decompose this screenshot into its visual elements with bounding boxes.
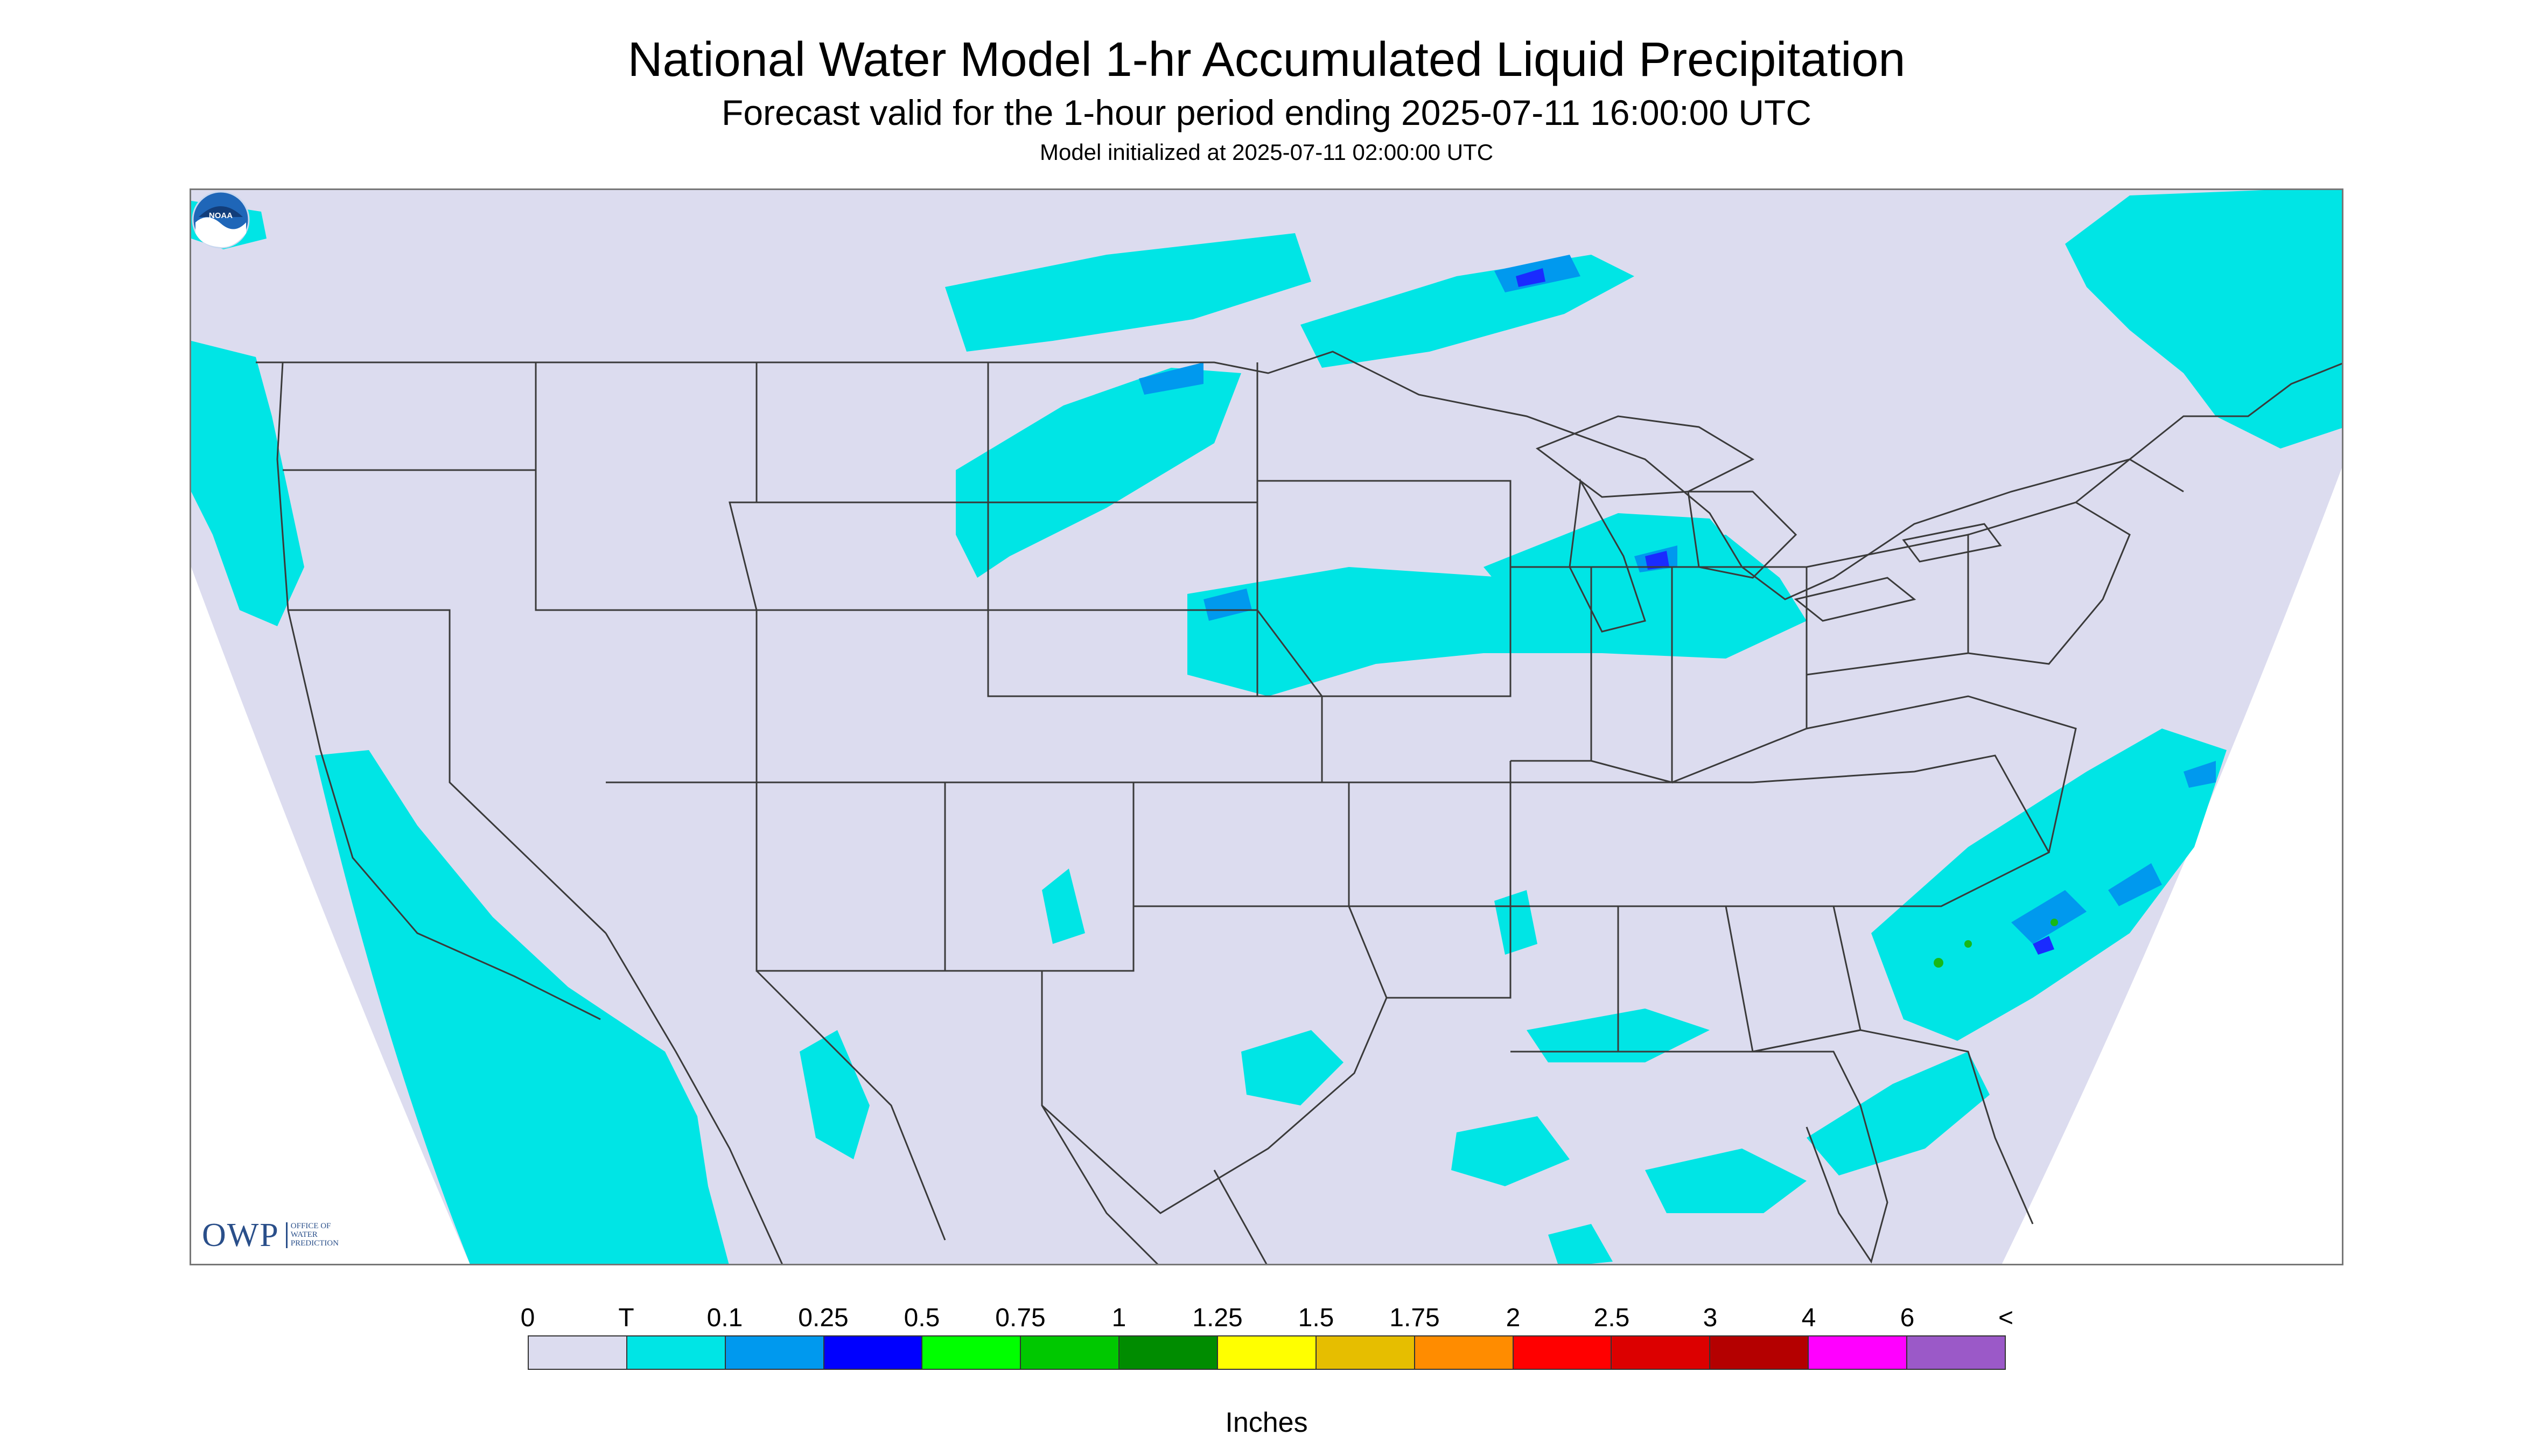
legend-tick-label: 1.75 (1389, 1304, 1440, 1332)
legend-tick-label: 0 (520, 1304, 535, 1332)
legend-swatch (1415, 1336, 1514, 1369)
precipitation-map: OWP OFFICE OF WATER PREDICTION NOAA (190, 188, 2343, 1265)
map-canvas (191, 190, 2342, 1264)
legend-swatch (1021, 1336, 1120, 1369)
owp-logo: OWP OFFICE OF WATER PREDICTION (202, 1219, 350, 1252)
legend-labels: 0 T 0.1 0.25 0.5 0.75 1 1.25 1.5 1.75 2 2.5 3 4 6 < (521, 1303, 2013, 1335)
legend-tick-label: 0.1 (706, 1304, 743, 1332)
precip-legend: 0 T 0.1 0.25 0.5 0.75 1 1.25 1.5 1.75 2 2.5 3 4 6 < (521, 1303, 2013, 1370)
legend-swatch (922, 1336, 1021, 1369)
legend-tick-label: 0.25 (798, 1304, 849, 1332)
owp-logo-line: PREDICTION (290, 1238, 339, 1248)
owp-logo-line: WATER (290, 1230, 318, 1240)
legend-tick-label: T (618, 1304, 634, 1332)
legend-swatch (1710, 1336, 1809, 1369)
legend-swatch (1119, 1336, 1219, 1369)
map-title: National Water Model 1-hr Accumulated Li… (627, 33, 1906, 87)
precip-light-areas (191, 190, 2342, 1264)
legend-tick-label: 2.5 (1593, 1304, 1630, 1332)
legend-tick-label: 1 (1111, 1304, 1126, 1332)
precip-green-spots (1934, 919, 2058, 968)
owp-logo-mark: OWP (202, 1217, 279, 1254)
legend-swatch (824, 1336, 923, 1369)
owp-logo-line: OFFICE OF (290, 1222, 331, 1231)
model-init-note: Model initialized at 2025-07-11 02:00:00… (1039, 139, 1494, 165)
legend-tick-label: 2 (1506, 1304, 1521, 1332)
legend-tick-label: 1.5 (1298, 1304, 1334, 1332)
legend-colorbar (528, 1335, 2006, 1370)
legend-swatch (1218, 1336, 1317, 1369)
political-borders (256, 351, 2342, 1264)
legend-swatch (1513, 1336, 1612, 1369)
legend-units: Inches (1225, 1407, 1308, 1438)
legend-tick-label: 3 (1703, 1304, 1718, 1332)
legend-tick-label: 4 (1801, 1304, 1816, 1332)
legend-swatch (1907, 1336, 2005, 1369)
legend-tick-label: 1.25 (1192, 1304, 1243, 1332)
noaa-logo-icon: NOAA (192, 191, 250, 249)
legend-tick-label: < (1998, 1304, 2014, 1332)
legend-swatch (627, 1336, 726, 1369)
noaa-logo-text: NOAA (209, 211, 233, 220)
legend-swatch (1612, 1336, 1711, 1369)
forecast-valid-subtitle: Forecast valid for the 1-hour period end… (722, 93, 1811, 132)
legend-tick-label: 6 (1900, 1304, 1915, 1332)
legend-tick-label: 0.75 (995, 1304, 1046, 1332)
precip-moderate-areas (1139, 255, 2216, 944)
projection-edge-left (191, 567, 470, 1264)
legend-swatch (529, 1336, 627, 1369)
precip-heavy-areas (1516, 268, 2054, 955)
legend-swatch (1316, 1336, 1415, 1369)
legend-swatch (1809, 1336, 1908, 1369)
legend-swatch (725, 1336, 824, 1369)
projection-edge-right (2002, 467, 2342, 1264)
owp-logo-text: OFFICE OF WATER PREDICTION (285, 1222, 350, 1248)
legend-tick-label: 0.5 (904, 1304, 940, 1332)
